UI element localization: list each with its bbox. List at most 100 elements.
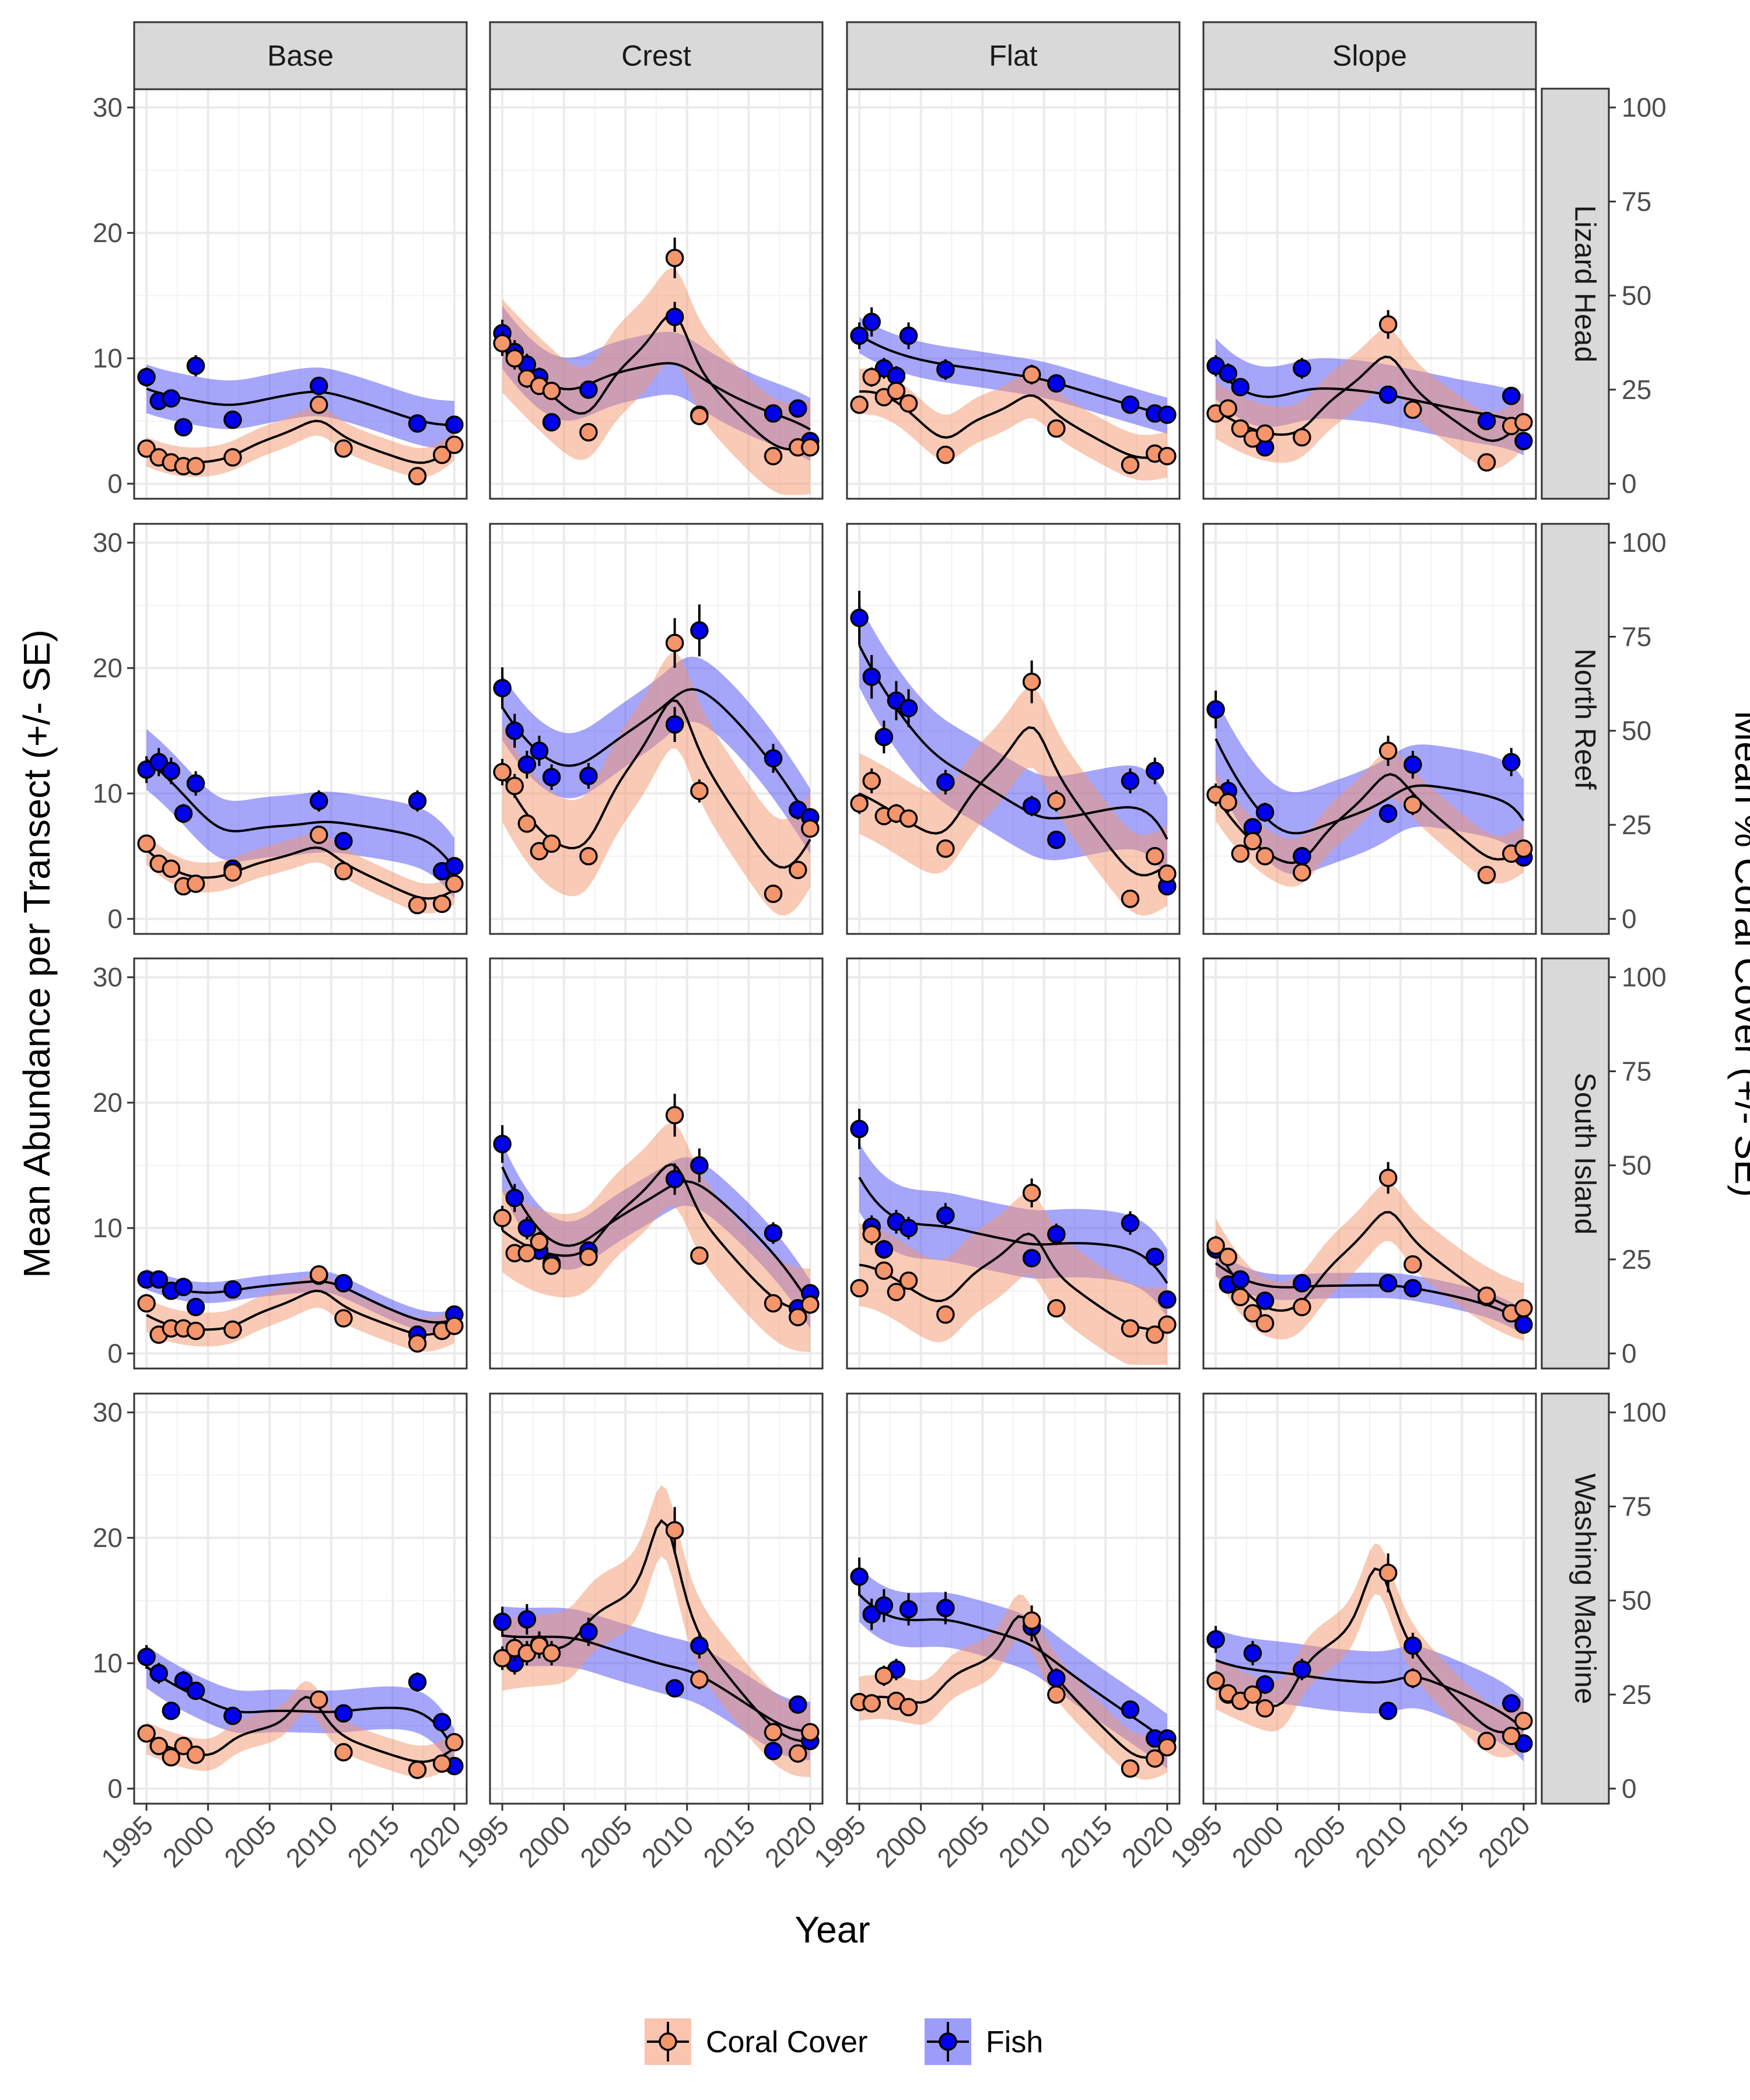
panel-0: 0 10 20 30 [93, 88, 468, 500]
coral-point [899, 394, 918, 413]
coral-point [1514, 1299, 1533, 1318]
coral-point [801, 1723, 820, 1742]
fish-point [408, 792, 427, 810]
fish-confidence-band [502, 656, 810, 854]
fish-point [862, 1605, 881, 1624]
coral-point [1158, 864, 1177, 883]
coral-point [334, 1309, 353, 1328]
y2-tick-label: 25 [1622, 1244, 1651, 1275]
coral-point [445, 874, 464, 893]
fish-point [1121, 1700, 1140, 1719]
fish-point [334, 1704, 353, 1723]
fish-confidence-band [1216, 1250, 1524, 1335]
fish-point [493, 678, 512, 698]
fish-point [408, 414, 427, 433]
coral-point [1022, 1611, 1041, 1630]
x-tick-label: 1995 [95, 1810, 159, 1873]
row-strip-washing-machine: Washing Machine [1541, 1392, 1610, 1805]
coral-point [493, 1209, 512, 1227]
coral-point [1231, 419, 1250, 438]
fish-trend-line [1214, 368, 1524, 426]
fish-point [1378, 804, 1398, 823]
column-strip-crest: Crest [489, 21, 824, 90]
column-strip-slope: Slope [1202, 21, 1537, 90]
fish-point [1404, 755, 1422, 774]
coral-point [690, 1246, 709, 1265]
coral-point [445, 1317, 464, 1335]
fish-trend-line [858, 1594, 1168, 1742]
fish-point [517, 1219, 537, 1237]
coral-point [764, 447, 783, 466]
fish-point [186, 1297, 205, 1317]
coral-point [542, 382, 561, 400]
panel-border [489, 957, 824, 1370]
coral-point [579, 846, 598, 866]
fish-point [899, 1600, 918, 1619]
coral-point [579, 1247, 598, 1266]
fish-point [1293, 359, 1311, 378]
fish-point [862, 313, 881, 331]
coral-point [690, 1670, 709, 1689]
fish-point [1404, 1636, 1422, 1655]
coral-point [1514, 1712, 1533, 1730]
y2-tick-label: 50 [1622, 1586, 1651, 1616]
coral-confidence-band [502, 1485, 810, 1777]
fish-point [665, 1679, 684, 1698]
panel-border [846, 1392, 1181, 1805]
panel-2 [846, 88, 1181, 500]
panel-10 [846, 957, 1181, 1370]
coral-point [542, 1644, 561, 1662]
legend-key-point [939, 2032, 957, 2051]
coral-point [1255, 846, 1275, 866]
secondary-y-axis-title: Mean % Coral Cover (+/- SE) [1727, 710, 1750, 1197]
fish-point [223, 410, 242, 429]
coral-point [517, 814, 537, 833]
panel-9 [489, 957, 824, 1370]
fish-point [223, 1280, 242, 1299]
fish-point [899, 699, 918, 718]
fish-point [1206, 1630, 1225, 1649]
coral-point [542, 834, 561, 853]
y-tick-label: 20 [93, 1087, 123, 1118]
fish-point [1243, 1644, 1262, 1662]
coral-trend-line [859, 390, 1168, 459]
coral-point [862, 1225, 881, 1244]
x-tick-label: 1995 [808, 1810, 872, 1873]
y2-tick-label: 0 [1622, 468, 1637, 499]
coral-confidence-band [146, 1681, 454, 1778]
coral-point [408, 1334, 427, 1353]
y-tick-label: 20 [93, 1522, 123, 1553]
coral-point [874, 1666, 894, 1685]
coral-point [1219, 1247, 1237, 1266]
coral-point [1022, 365, 1041, 384]
fish-confidence-band [1216, 1629, 1524, 1762]
fish-point [874, 1240, 894, 1259]
fish-point [1158, 405, 1177, 424]
x-tick-label: 2005 [931, 1810, 995, 1873]
coral-point [801, 1295, 820, 1314]
fish-point [764, 1224, 783, 1242]
y2-tick-label: 25 [1622, 810, 1651, 840]
fish-point [789, 399, 807, 418]
row-strip-label: North Reef [1569, 649, 1602, 790]
y2-tick-label: 0 [1622, 904, 1637, 934]
y2-tick-label: 0 [1622, 1773, 1637, 1804]
coral-point [1206, 1236, 1225, 1255]
y2-tick-label: 75 [1622, 621, 1651, 652]
coral-point [1404, 1255, 1422, 1274]
y-tick-label: 0 [107, 1338, 123, 1368]
fish-point [1404, 1279, 1422, 1298]
x-axis-title: Year [794, 1909, 870, 1951]
panel-11: 0 25 50 75 100 [1202, 957, 1667, 1370]
y-tick-label: 0 [107, 468, 123, 499]
coral-point [1404, 1669, 1422, 1688]
fish-point [1158, 1290, 1177, 1309]
fish-point [1047, 374, 1066, 393]
coral-confidence-band [146, 1273, 454, 1352]
fish-point [530, 741, 549, 760]
coral-point [1514, 839, 1533, 858]
y-tick-label: 30 [93, 962, 123, 992]
coral-point [1477, 1286, 1496, 1306]
coral-point [1293, 428, 1311, 447]
fish-point [1378, 385, 1398, 404]
